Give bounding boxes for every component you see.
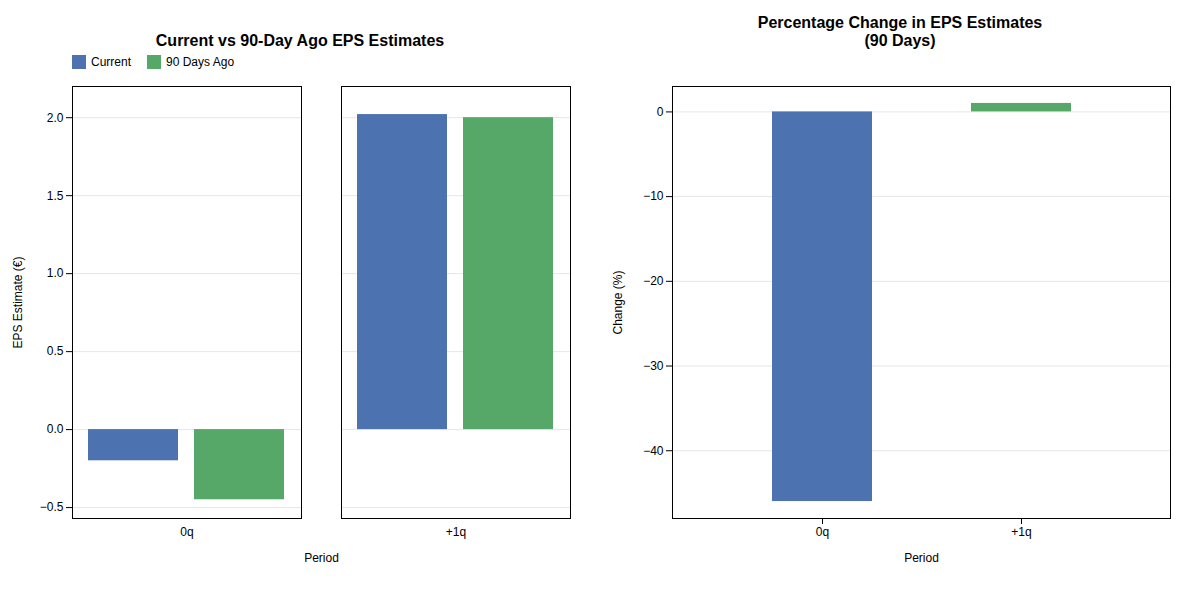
svg-text:−40: −40 (643, 444, 664, 458)
svg-text:0.5: 0.5 (47, 344, 64, 358)
svg-text:0q: 0q (816, 525, 829, 539)
svg-text:Period: Period (904, 551, 939, 565)
svg-text:0q: 0q (180, 525, 193, 539)
svg-text:+1q: +1q (1011, 525, 1031, 539)
svg-text:1.5: 1.5 (47, 189, 64, 203)
svg-text:2.0: 2.0 (47, 111, 64, 125)
html-text:Percentage Change in EPS Estim: Percentage Change in EPS Estimates (90 D… (757, 14, 1043, 49)
html-text:Current: Current (91, 55, 131, 69)
svg-text:1.0: 1.0 (47, 266, 64, 280)
html-text:Current vs 90-Day Ago EPS Esti: Current vs 90-Day Ago EPS Estimates (155, 32, 445, 49)
svg-text:−10: −10 (643, 189, 664, 203)
svg-text:EPS Estimate (€): EPS Estimate (€) (11, 256, 25, 348)
svg-text:0: 0 (657, 105, 664, 119)
svg-text:−0.5: −0.5 (40, 500, 64, 514)
svg-text:+1q: +1q (446, 525, 466, 539)
svg-text:0.0: 0.0 (47, 422, 64, 436)
svg-text:−30: −30 (643, 359, 664, 373)
svg-text:Change (%): Change (%) (611, 270, 625, 334)
html-text:90 Days Ago: 90 Days Ago (166, 55, 235, 69)
svg-text:−20: −20 (643, 274, 664, 288)
svg-text:Period: Period (304, 551, 339, 565)
